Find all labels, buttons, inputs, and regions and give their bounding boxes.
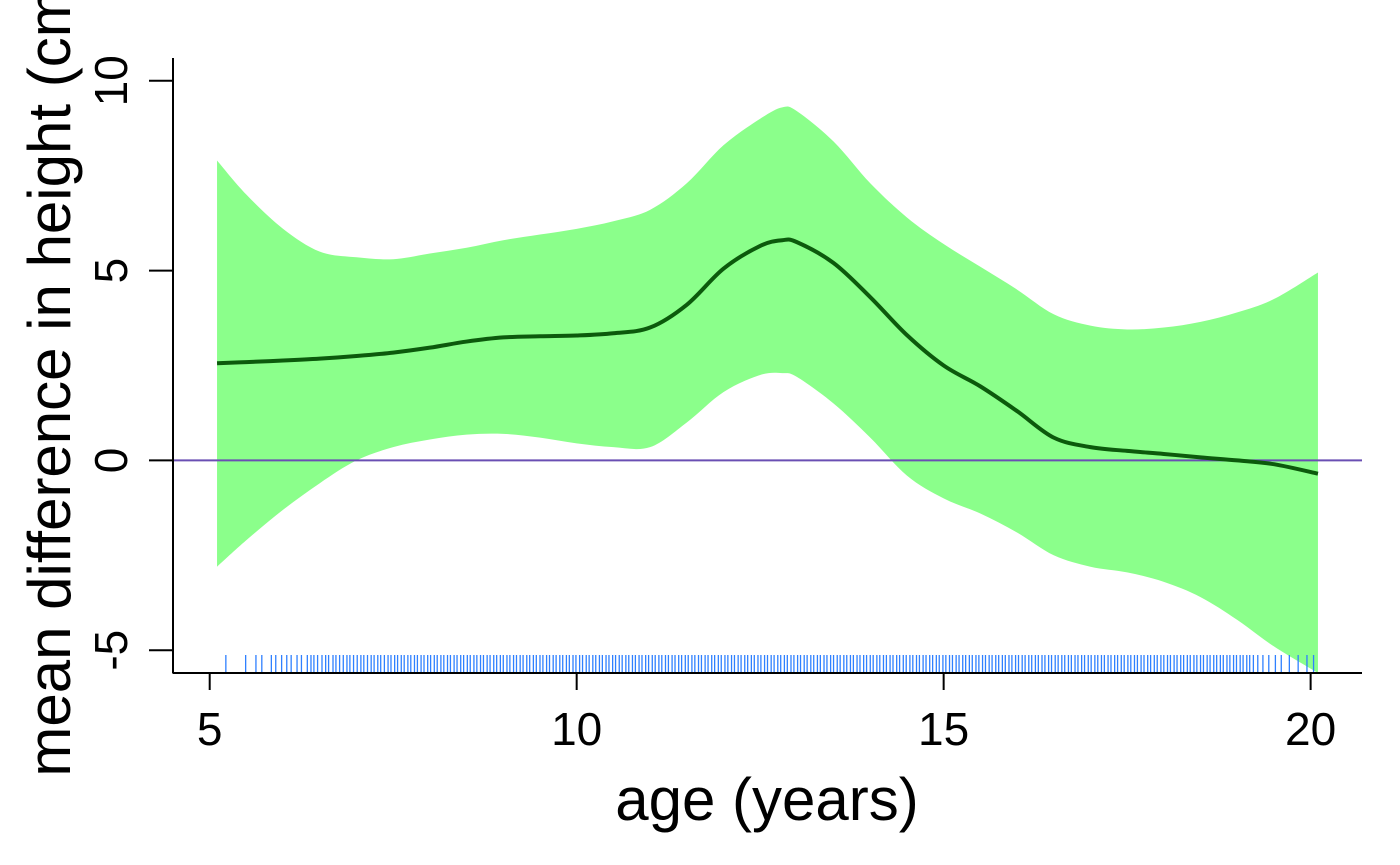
- rug-layer: [225, 655, 1315, 673]
- x-tick-labels: 5 10 15 20: [197, 703, 1336, 755]
- confidence-band-layer: [217, 106, 1318, 674]
- x-tick-label: 15: [918, 703, 969, 755]
- x-axis-title: age (years): [615, 766, 918, 833]
- y-axis-title: mean difference in height (cm): [16, 0, 83, 777]
- x-tick-label: 5: [197, 703, 223, 755]
- y-tick-label: -5: [85, 630, 137, 671]
- y-tick-label: 5: [85, 258, 137, 284]
- y-tick-label: 0: [85, 448, 137, 474]
- axes-layer: [149, 58, 1362, 690]
- y-tick-label: 10: [85, 55, 137, 106]
- series-line-layer: [216, 237, 1319, 476]
- x-tick-label: 10: [551, 703, 602, 755]
- confidence-band: [217, 106, 1318, 674]
- x-tick-label: 20: [1285, 703, 1336, 755]
- series-line: [216, 237, 1319, 476]
- y-tick-labels: -5 0 5 10: [85, 55, 137, 670]
